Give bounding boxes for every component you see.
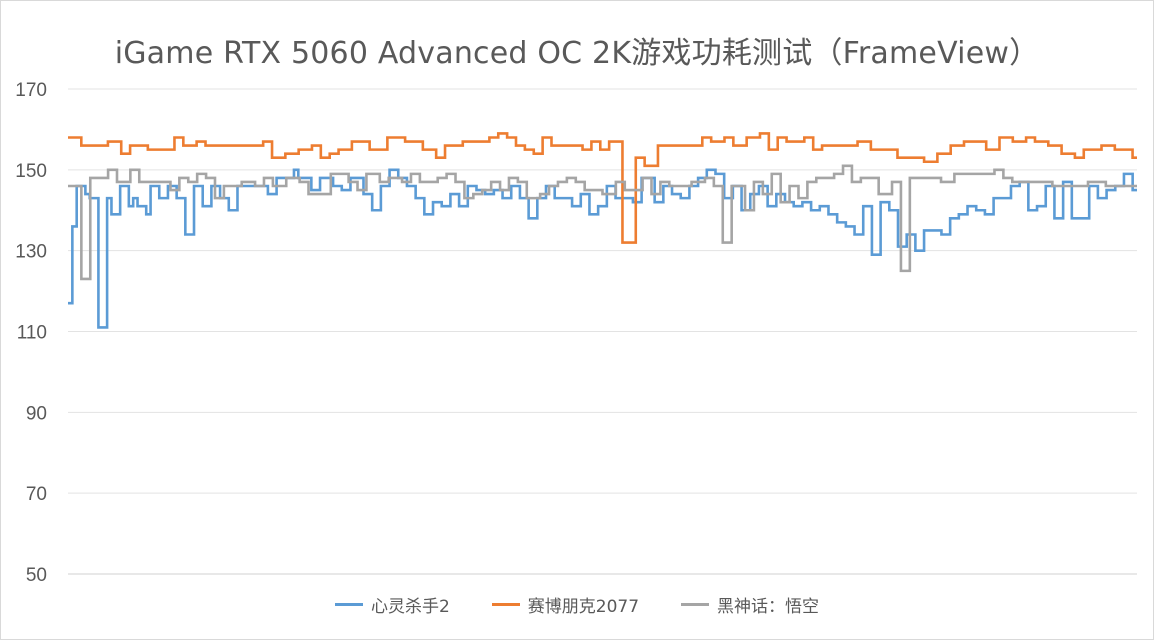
series-line-2 xyxy=(68,164,1137,281)
legend-item-1: 赛博朋克2077 xyxy=(491,592,640,617)
legend-item-2: 黑神话：悟空 xyxy=(681,592,819,617)
series-lines xyxy=(68,132,1137,329)
gridlines xyxy=(68,88,1137,575)
legend-label-2: 黑神话：悟空 xyxy=(717,597,820,617)
legend: 心灵杀手2 赛博朋克2077 黑神话：悟空 xyxy=(0,592,1154,617)
y-tick-label-70: 70 xyxy=(26,484,47,505)
y-tick-label-50: 50 xyxy=(26,565,47,586)
legend-swatch-0 xyxy=(334,603,363,606)
legend-item-0: 心灵杀手2 xyxy=(334,592,450,617)
y-tick-label-110: 110 xyxy=(17,323,47,344)
legend-swatch-1 xyxy=(491,603,520,606)
y-tick-label-130: 130 xyxy=(15,242,47,263)
series-line-1 xyxy=(68,132,1137,244)
chart-title: iGame RTX 5060 Advanced OC 2K游戏功耗测试（Fram… xyxy=(114,36,1040,71)
y-tick-label-90: 90 xyxy=(26,403,47,424)
series-line-0 xyxy=(68,168,1137,329)
y-tick-label-170: 170 xyxy=(15,80,47,101)
y-axis-ticks: 50 70 90 110 130 150 170 xyxy=(15,80,47,586)
y-tick-label-150: 150 xyxy=(15,161,47,182)
legend-swatch-2 xyxy=(681,603,710,606)
legend-label-1: 赛博朋克2077 xyxy=(527,597,640,617)
legend-label-0: 心灵杀手2 xyxy=(370,597,450,617)
